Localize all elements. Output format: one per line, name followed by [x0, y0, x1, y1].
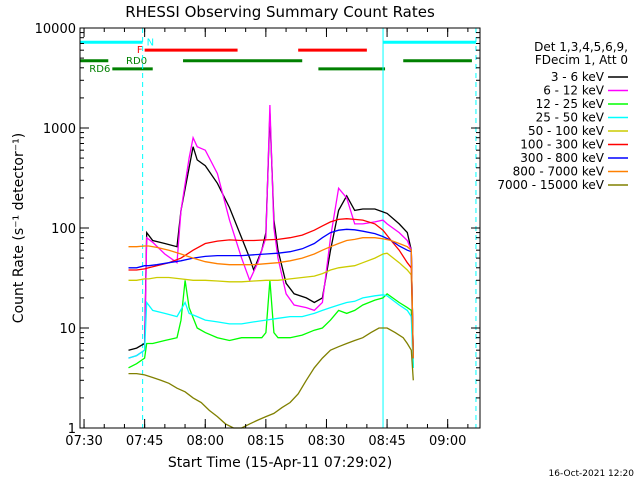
footer-date: 16-Oct-2021 12:20 — [549, 469, 635, 479]
y-tick-label: 100 — [51, 222, 76, 237]
attenuator-markers — [79, 28, 477, 428]
legend-entry-label: 3 - 6 keV — [551, 70, 605, 84]
series-line — [128, 327, 414, 429]
legend-entry-label: 50 - 100 keV — [528, 124, 605, 138]
x-tick-label: 08:45 — [368, 434, 405, 449]
series-line — [128, 280, 414, 369]
series-line — [128, 294, 414, 368]
plot-frame — [79, 27, 481, 429]
series-line — [128, 252, 414, 359]
state-bar-label: RD0 — [126, 56, 147, 67]
series-lines — [128, 104, 414, 429]
y-tick-labels: 1 10 100 1000 10000 — [35, 22, 76, 437]
series-line — [128, 228, 414, 359]
y-axis-label: Count Rate (s⁻¹ detector⁻¹) — [11, 133, 27, 323]
legend-entry-label: 100 - 300 keV — [520, 138, 604, 152]
legend-entry-label: 7000 - 15000 keV — [497, 178, 604, 192]
series-line — [128, 104, 414, 359]
legend-entry-label: 12 - 25 keV — [536, 97, 605, 111]
x-axis-label: Start Time (15-Apr-11 07:29:02) — [168, 455, 392, 471]
legend-entry-label: 6 - 12 keV — [543, 84, 605, 98]
state-bar-label: N — [147, 37, 154, 48]
legend-entry-label: 300 - 800 keV — [520, 151, 604, 165]
x-tick-label: 07:45 — [126, 434, 163, 449]
legend-header-line-2: FDecim 1, Att 0 — [535, 53, 628, 67]
legend: Det 1,3,4,5,6,9, FDecim 1, Att 0 3 - 6 k… — [497, 40, 628, 192]
legend-entry-label: 800 - 7000 keV — [513, 165, 605, 179]
x-tick-label: 08:15 — [247, 434, 284, 449]
state-bar-label: RD6 — [89, 64, 110, 75]
y-tick-label: 1000 — [43, 122, 76, 137]
x-tick-label: 07:30 — [65, 434, 102, 449]
state-bar-label: F — [137, 45, 143, 56]
x-tick-label: 08:00 — [187, 434, 224, 449]
x-tick-labels: 07:30 07:45 08:00 08:15 08:30 08:45 09:00 — [65, 434, 466, 449]
series-line — [128, 237, 414, 359]
x-tick-label: 08:30 — [308, 434, 345, 449]
legend-entry-label: 25 - 50 keV — [536, 111, 605, 125]
y-tick-label: 10 — [59, 322, 76, 337]
y-tick-label: 10000 — [35, 22, 76, 37]
plot-axes — [79, 27, 481, 429]
legend-header-line-1: Det 1,3,4,5,6,9, — [534, 40, 628, 54]
x-tick-label: 09:00 — [429, 434, 466, 449]
y-tick-label: 1 — [68, 422, 76, 437]
chart-title: RHESSI Observing Summary Count Rates — [125, 3, 435, 21]
